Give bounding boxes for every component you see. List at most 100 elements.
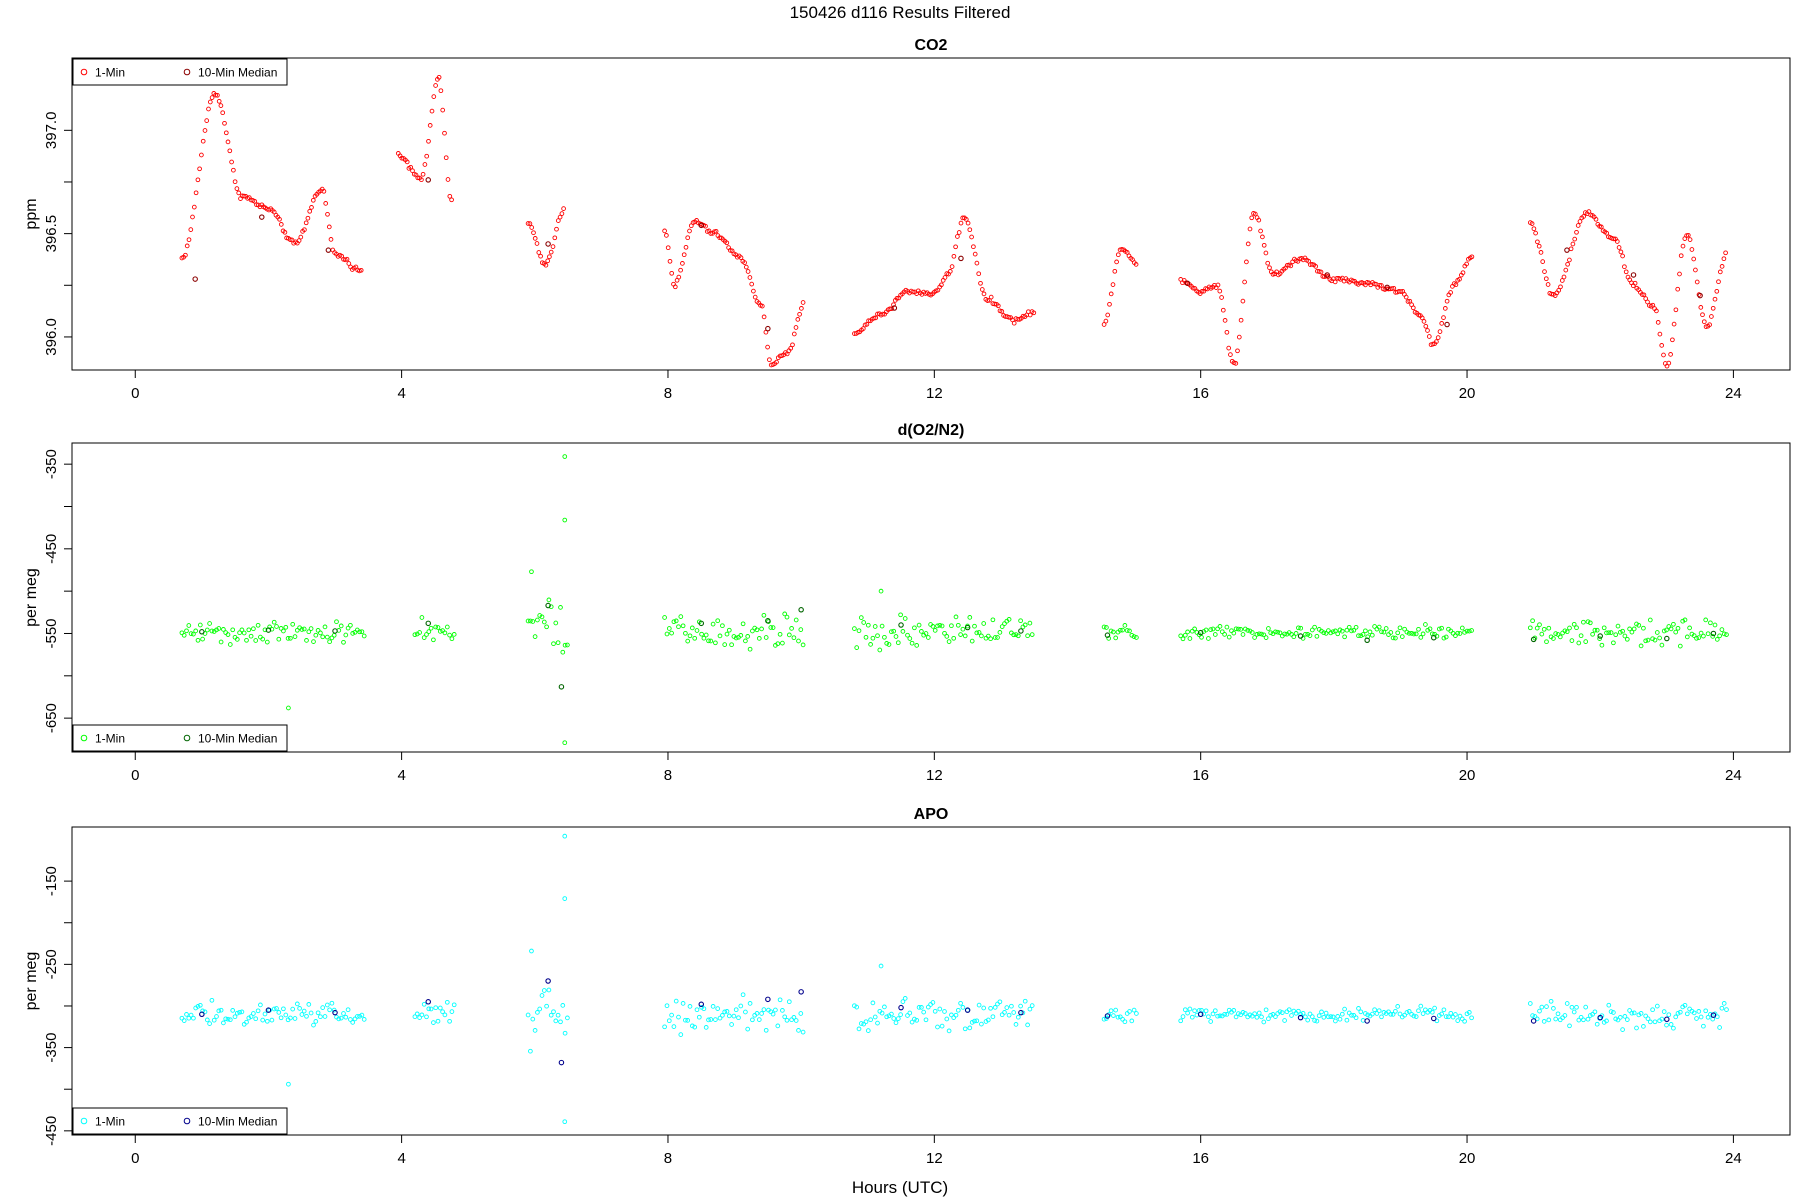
data-point <box>429 108 435 114</box>
data-point <box>1332 279 1338 285</box>
data-point <box>525 618 531 624</box>
data-point <box>953 1012 959 1018</box>
median-point <box>1664 1016 1670 1023</box>
data-point <box>1386 1009 1391 1015</box>
data-point <box>331 632 337 638</box>
data-point <box>743 638 748 644</box>
data-point <box>550 244 556 249</box>
data-point <box>435 1018 441 1024</box>
median-point <box>192 276 198 282</box>
data-point <box>1360 632 1366 637</box>
data-point <box>1222 318 1228 323</box>
data-point <box>1101 624 1107 630</box>
data-point <box>1344 1017 1350 1023</box>
data-point <box>988 636 993 642</box>
data-point <box>1423 1007 1428 1013</box>
median-point <box>1430 1015 1437 1022</box>
data-point <box>703 632 709 638</box>
data-point <box>1437 329 1443 334</box>
data-point <box>1245 241 1251 247</box>
data-point <box>680 623 686 629</box>
data-point <box>669 630 674 636</box>
data-point <box>184 1012 189 1017</box>
data-point <box>1659 343 1665 348</box>
data-point <box>1606 630 1612 636</box>
median-point <box>1197 629 1204 636</box>
data-point <box>186 623 192 628</box>
data-point <box>1323 1010 1329 1016</box>
data-point <box>759 303 765 309</box>
data-point <box>919 1005 924 1010</box>
data-point <box>299 627 305 632</box>
data-point <box>555 640 561 646</box>
data-point <box>359 1012 365 1018</box>
data-point <box>1268 1012 1274 1018</box>
data-point <box>756 1017 762 1022</box>
data-point <box>553 620 559 626</box>
y-tick-label: -150 <box>43 866 60 896</box>
data-point <box>1356 1006 1361 1011</box>
data-point <box>236 190 242 196</box>
data-point <box>1629 629 1635 635</box>
data-point <box>992 301 998 307</box>
data-point <box>1363 628 1368 634</box>
data-point <box>445 177 451 182</box>
data-point <box>694 628 700 633</box>
legend-label-1min: 1-Min <box>95 732 125 746</box>
data-point <box>1565 261 1570 267</box>
data-point <box>967 615 973 620</box>
y-axis-label: per meg <box>23 952 40 1011</box>
data-point <box>1277 630 1283 636</box>
data-point <box>1668 1022 1674 1027</box>
legend-box <box>72 58 288 86</box>
data-point <box>536 250 542 255</box>
data-point <box>298 234 304 240</box>
data-point <box>951 253 957 259</box>
data-point <box>949 623 954 629</box>
data-point <box>939 623 945 629</box>
data-point <box>736 1015 741 1021</box>
data-point <box>800 300 806 305</box>
data-point <box>551 1009 556 1015</box>
data-point <box>708 1017 714 1022</box>
data-point <box>1684 1011 1690 1017</box>
data-point <box>419 177 424 183</box>
data-point <box>184 243 190 249</box>
data-point <box>541 988 547 993</box>
data-point <box>1678 253 1684 259</box>
x-axis: 0 4 8 12 16 20 24 <box>131 369 1742 402</box>
data-point <box>696 1014 702 1020</box>
data-point <box>338 1015 344 1021</box>
data-point <box>868 1017 873 1023</box>
data-point <box>1643 638 1649 644</box>
data-point <box>898 1012 903 1017</box>
median-point <box>1104 632 1111 638</box>
data-point <box>433 624 439 630</box>
median-point <box>332 1009 338 1016</box>
data-point <box>1215 1013 1220 1019</box>
data-point <box>662 1024 667 1030</box>
data-point <box>197 166 202 172</box>
data-point <box>891 1016 897 1021</box>
data-point <box>891 302 896 308</box>
data-point <box>227 148 233 154</box>
co2-panel: CO2 0 4 8 12 16 20 24 396.0 396.5 397.0 ppm 1-Min 10-… <box>23 37 1791 402</box>
data-point <box>1242 279 1247 285</box>
data-point <box>1273 1014 1278 1019</box>
data-point <box>967 1025 973 1031</box>
median-point <box>1297 1014 1304 1021</box>
data-point <box>912 1016 917 1022</box>
data-point <box>539 614 545 620</box>
data-point <box>1240 1010 1246 1015</box>
data-point <box>1298 625 1304 631</box>
data-point <box>971 244 976 250</box>
data-point <box>191 1015 196 1021</box>
data-point <box>1622 1014 1628 1019</box>
data-point <box>1335 631 1341 637</box>
data-point <box>972 623 977 629</box>
data-point <box>1307 1011 1313 1017</box>
data-point <box>1254 1014 1260 1020</box>
data-point <box>1180 636 1186 642</box>
outlier-point <box>562 1119 568 1125</box>
data-point <box>796 638 801 644</box>
